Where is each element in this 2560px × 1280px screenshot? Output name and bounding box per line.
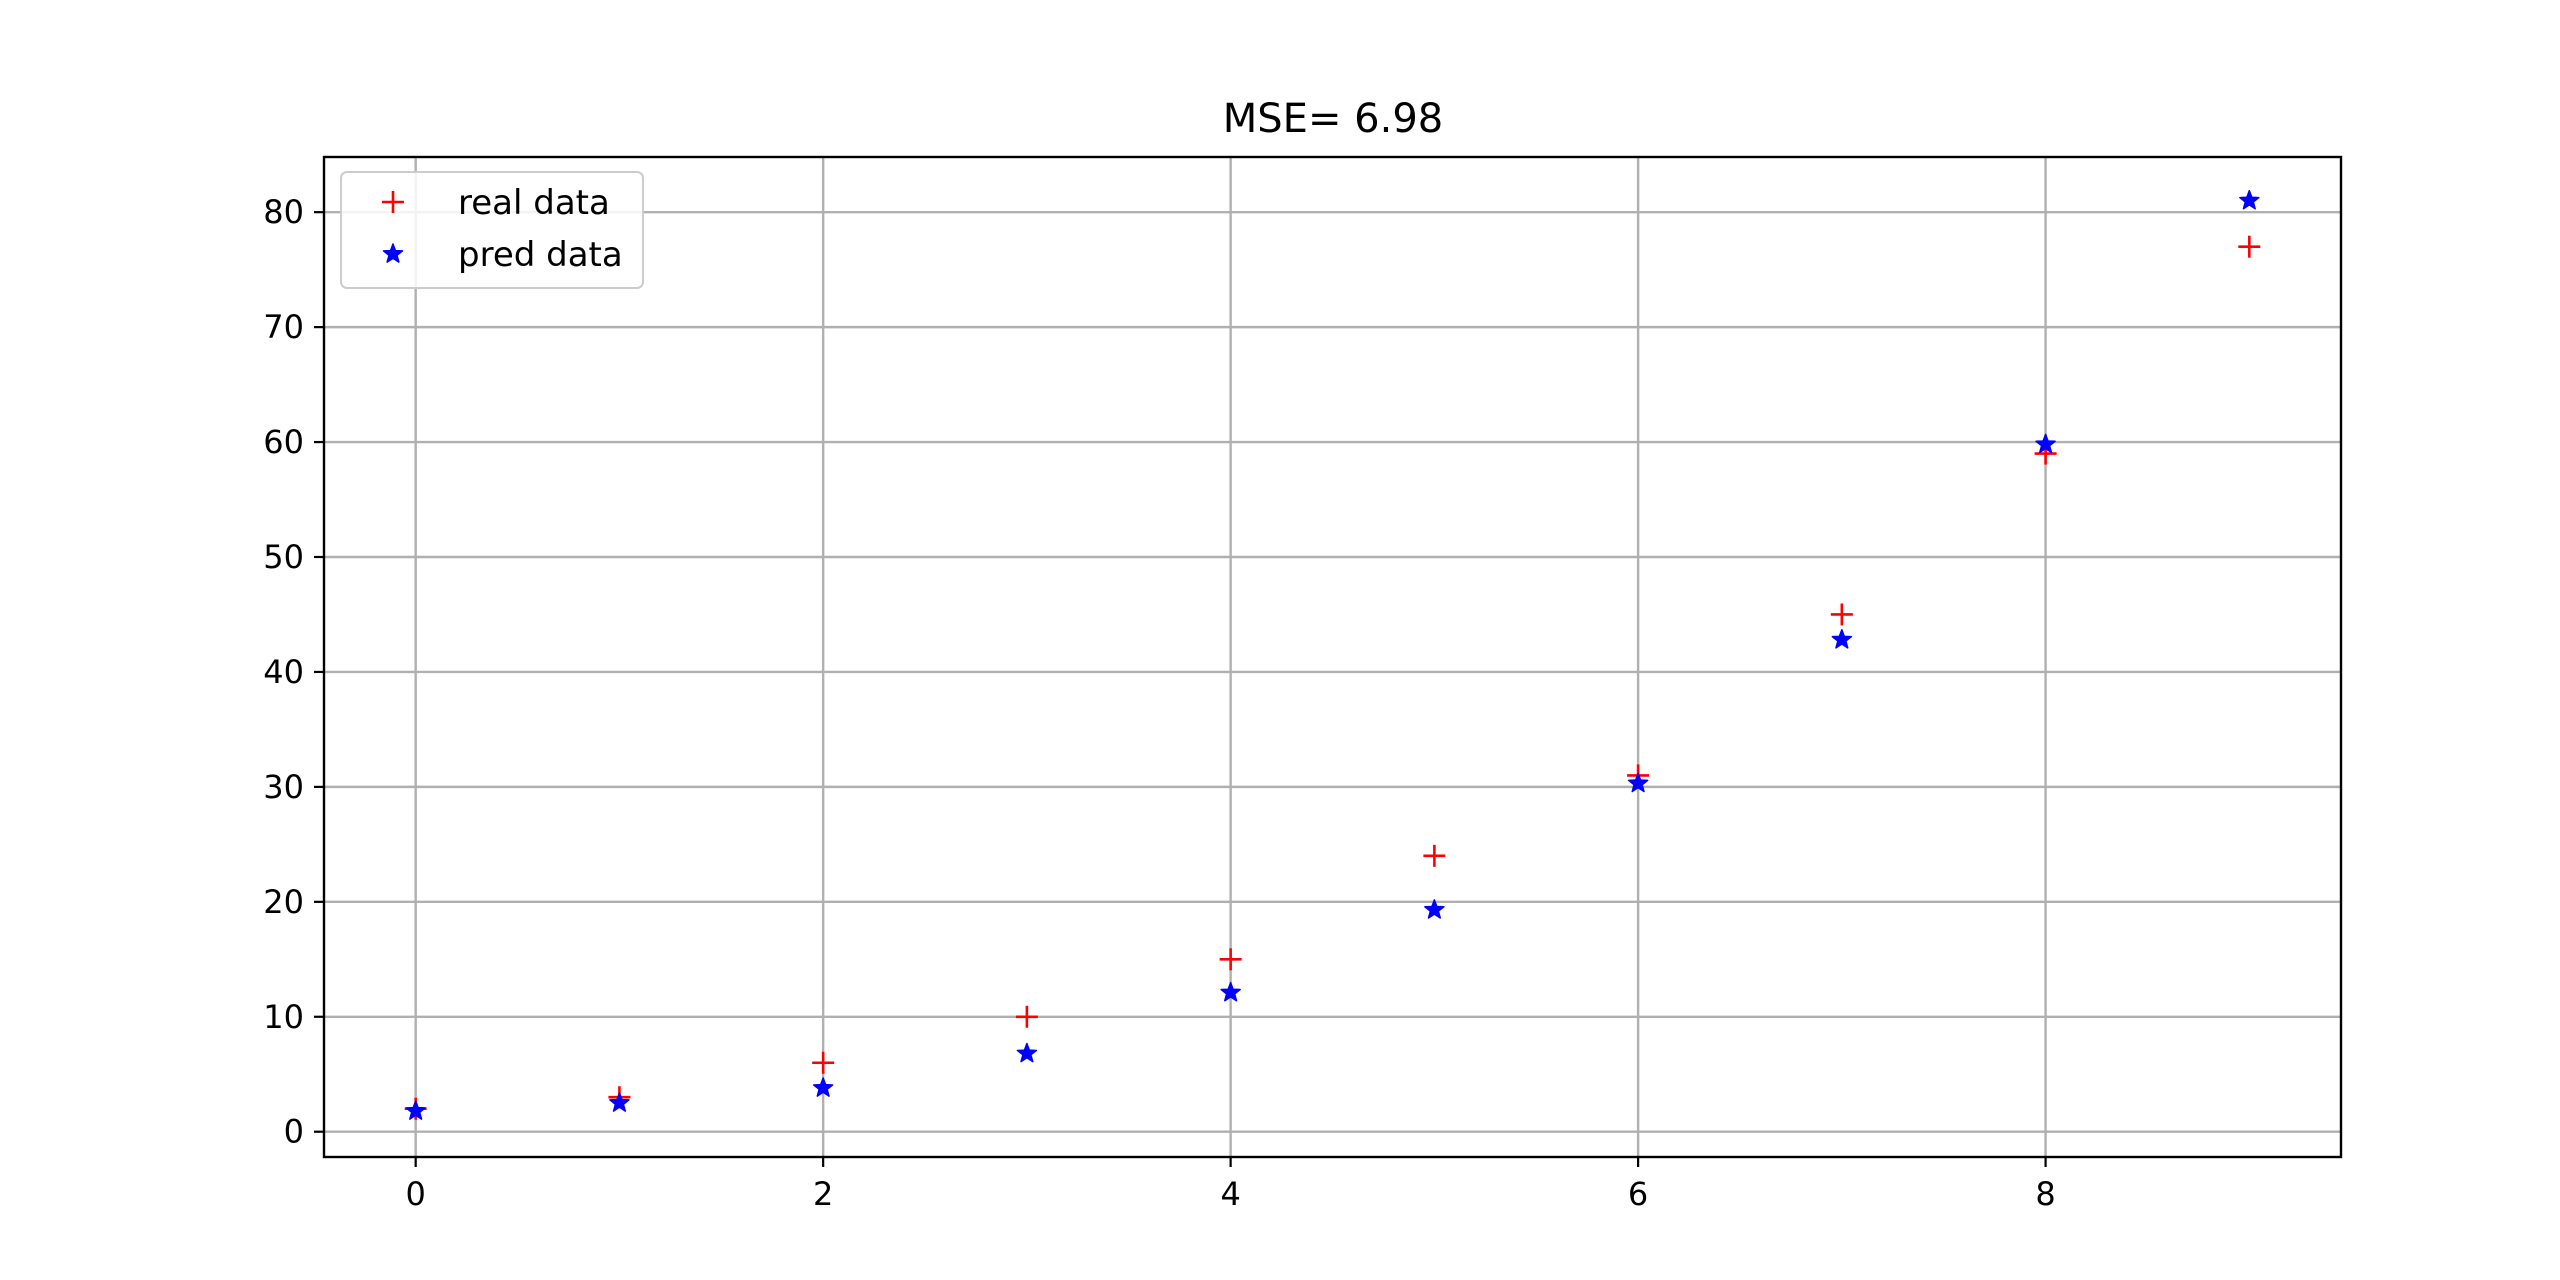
real-data-point [1423, 844, 1446, 867]
pred-data-point [1220, 981, 1241, 1002]
y-tick-label: 80 [263, 193, 304, 231]
y-tick-label: 40 [263, 653, 304, 691]
real-data-point [1830, 603, 1853, 626]
y-tick-label: 20 [263, 883, 304, 921]
grid [324, 157, 2341, 1157]
legend-marker-pred-data [382, 243, 404, 263]
legend-label: pred data [458, 235, 623, 275]
real-data-point [2238, 235, 2261, 258]
y-tick-label: 60 [263, 423, 304, 461]
pred-data-point [2239, 189, 2260, 210]
legend-label: real data [458, 183, 610, 223]
x-tick-label: 4 [1220, 1175, 1240, 1213]
legend-box [340, 171, 644, 289]
y-tick-label: 70 [263, 308, 304, 346]
real-data-point [812, 1051, 835, 1074]
pred-data-point [1627, 772, 1649, 793]
pred-data-point [1424, 899, 1445, 919]
series-real-data [404, 235, 2261, 1120]
pred-data-point [1016, 1042, 1038, 1063]
pred-data-point [2035, 433, 2056, 454]
pred-data-point [405, 1100, 426, 1120]
y-tick-label: 0 [284, 1113, 304, 1151]
x-tick-label: 0 [406, 1175, 426, 1213]
pred-data-point [1831, 629, 1853, 649]
x-tick-label: 8 [2035, 1175, 2055, 1213]
data-points [404, 189, 2261, 1120]
x-tick-label: 2 [813, 1175, 833, 1213]
real-data-point [1015, 1005, 1038, 1028]
pred-data-point [609, 1092, 630, 1112]
legend-marker-real-data [382, 191, 404, 213]
x-tick-label: 6 [1628, 1175, 1648, 1213]
y-tick-label: 30 [263, 768, 304, 806]
series-pred-data [405, 189, 2260, 1120]
chart-title: MSE= 6.98 [1223, 96, 1443, 142]
pred-data-point [812, 1077, 834, 1097]
y-tick-label: 10 [263, 998, 304, 1036]
y-tick-label: 50 [263, 538, 304, 576]
axes-frame [322, 155, 2343, 1159]
legend: real data pred data [340, 171, 644, 289]
real-data-point [1219, 948, 1242, 971]
